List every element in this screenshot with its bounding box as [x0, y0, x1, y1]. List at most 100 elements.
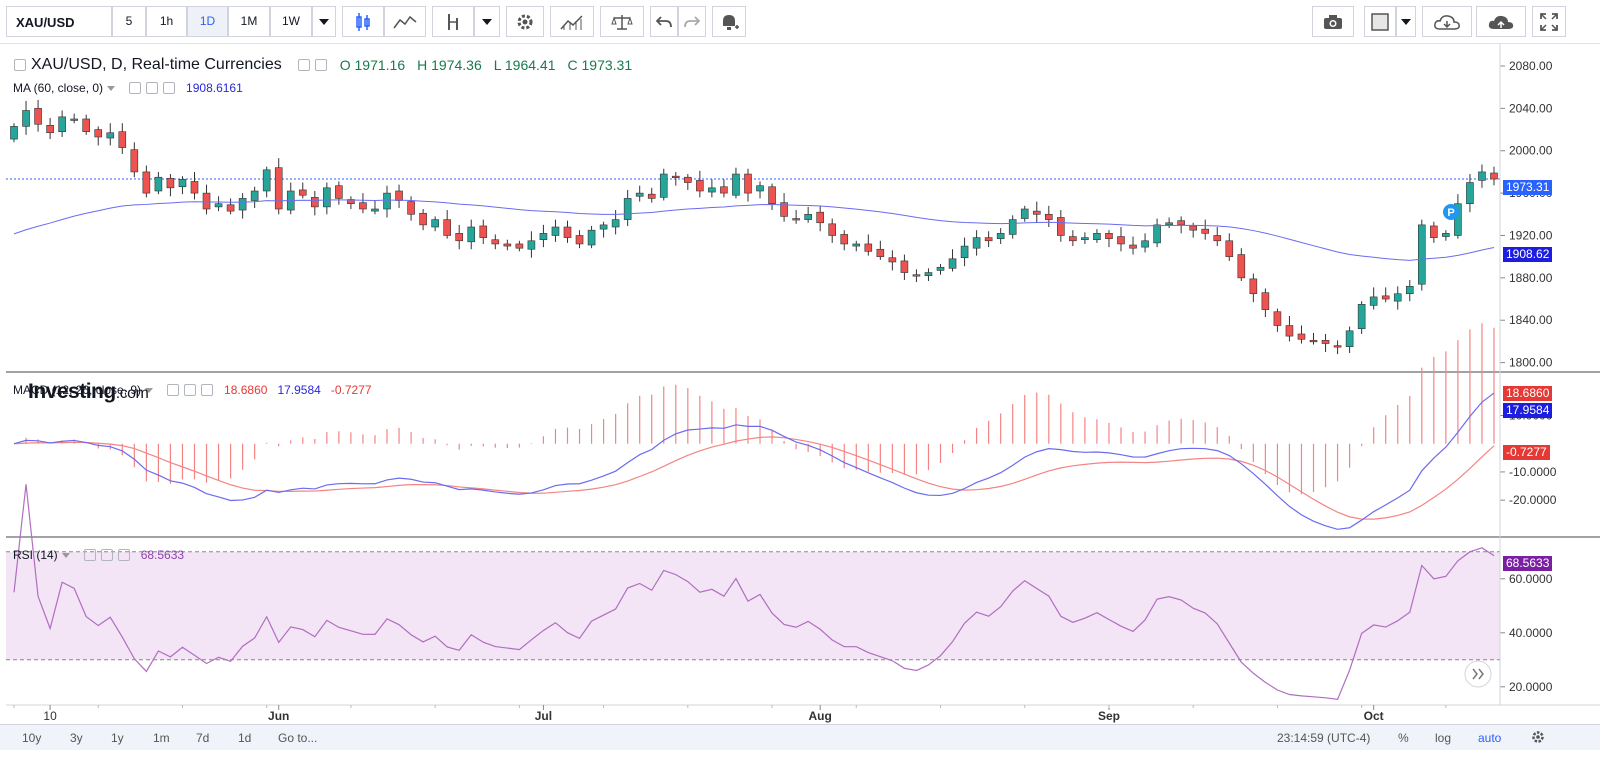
range-1m-button[interactable]: 1m — [153, 731, 170, 745]
ma-legend: MA (60, close, 0) 1908.6161 — [13, 81, 243, 95]
chevron-down-icon — [319, 19, 329, 25]
candle-body — [179, 179, 186, 186]
price-tick-label: 1880.00 — [1509, 271, 1553, 285]
candle-body — [167, 178, 174, 188]
investing-logo: Investing.com — [28, 380, 148, 404]
top-toolbar: XAU/USD 5 1h 1D 1M 1W — [0, 0, 1600, 44]
candle-body — [396, 191, 403, 201]
range-7d-button[interactable]: 7d — [196, 731, 209, 745]
range-1y-button[interactable]: 1y — [111, 731, 124, 745]
percent-toggle[interactable]: % — [1398, 731, 1409, 745]
studies-button[interactable] — [550, 6, 594, 37]
close-icon[interactable] — [163, 82, 175, 94]
eye-icon[interactable] — [129, 82, 141, 94]
bottom-bar: 10y 3y 1y 1m 7d 1d Go to... 23:14:59 (UT… — [0, 724, 1600, 750]
redo-button[interactable] — [678, 6, 706, 37]
eye-icon[interactable] — [84, 549, 96, 561]
time-tick-label: 10 — [43, 709, 57, 723]
camera-button[interactable] — [1312, 6, 1354, 37]
chevron-down-icon[interactable] — [107, 86, 115, 91]
fullscreen-button[interactable] — [1532, 6, 1566, 37]
candle-body — [1009, 220, 1016, 235]
candle-body — [612, 220, 619, 227]
interval-1h-button[interactable]: 1h — [146, 6, 187, 37]
eye-icon[interactable] — [298, 59, 310, 71]
candle-body — [636, 193, 643, 196]
close-icon[interactable] — [118, 549, 130, 561]
settings-small-icon[interactable] — [315, 59, 327, 71]
layout-dropdown-button[interactable] — [1396, 6, 1416, 37]
candle-body — [155, 177, 162, 191]
candle-body — [564, 227, 571, 238]
price-tick-label: 2080.00 — [1509, 59, 1553, 73]
settings-small-icon[interactable] — [101, 549, 113, 561]
interval-1m-button[interactable]: 1M — [228, 6, 270, 37]
balance-button[interactable] — [600, 6, 644, 37]
range-3y-button[interactable]: 3y — [70, 731, 83, 745]
candle-body — [997, 233, 1004, 238]
time-tick-label: Jul — [535, 709, 552, 723]
indicators-icon — [393, 14, 417, 30]
candle-body — [1142, 241, 1149, 247]
candle-body — [119, 132, 126, 148]
interval-5-button[interactable]: 5 — [112, 6, 146, 37]
undo-button[interactable] — [650, 6, 678, 37]
candle-body — [1418, 225, 1425, 284]
macd-line-tag: 17.9584 — [1503, 403, 1552, 418]
chevron-down-icon[interactable] — [62, 553, 70, 558]
settings-icon[interactable] — [1531, 730, 1545, 744]
settings-icon — [515, 12, 535, 32]
candle-body — [492, 240, 499, 244]
candle-body — [1154, 225, 1161, 243]
scroll-to-end-button[interactable] — [1465, 661, 1491, 687]
candle-body — [1069, 237, 1076, 241]
auto-toggle[interactable]: auto — [1478, 731, 1501, 745]
candle-body — [1190, 226, 1197, 230]
cloud-download-button[interactable] — [1422, 6, 1472, 37]
layout-icon — [1371, 13, 1389, 31]
settings-button[interactable] — [506, 6, 544, 37]
collapse-icon[interactable] — [14, 59, 26, 71]
candle-body — [576, 235, 583, 243]
compare-button[interactable] — [432, 6, 474, 37]
close-icon[interactable] — [201, 384, 213, 396]
range-10y-button[interactable]: 10y — [22, 731, 41, 745]
eye-icon[interactable] — [167, 384, 179, 396]
interval-dropdown-button[interactable] — [312, 6, 336, 37]
candle-body — [323, 188, 330, 207]
rsi-legend: RSI (14) 68.5633 — [13, 548, 184, 562]
ohlc-low: L 1964.41 — [494, 57, 556, 73]
candle-body — [1491, 173, 1498, 179]
candle-body — [1117, 237, 1124, 244]
alert-button[interactable] — [712, 6, 746, 37]
candle-body — [1202, 229, 1209, 233]
cloud-upload-button[interactable] — [1476, 6, 1526, 37]
compare-dropdown-button[interactable] — [474, 6, 500, 37]
studies-icon — [560, 13, 584, 31]
goto-button[interactable]: Go to... — [278, 731, 317, 745]
candles-button[interactable] — [342, 6, 384, 37]
macd-signal-tag: -0.7277 — [1503, 445, 1550, 460]
chart-area[interactable]: 1800.001840.001880.001920.001960.002000.… — [6, 44, 1600, 740]
candle-body — [1081, 238, 1088, 240]
candle-body — [961, 246, 968, 258]
log-toggle[interactable]: log — [1435, 731, 1451, 745]
interval-1w-button[interactable]: 1W — [270, 6, 312, 37]
cloud-download-icon — [1433, 13, 1461, 31]
candle-body — [1045, 214, 1052, 219]
candle-body — [432, 220, 439, 227]
candle-body — [1166, 223, 1173, 225]
last-price-tag: 1973.31 — [1503, 180, 1552, 195]
symbol-input[interactable]: XAU/USD — [6, 6, 112, 37]
settings-small-icon[interactable] — [184, 384, 196, 396]
layout-button[interactable] — [1364, 6, 1396, 37]
settings-small-icon[interactable] — [146, 82, 158, 94]
candle-body — [732, 174, 739, 195]
candle-body — [1322, 340, 1329, 343]
rsi-tag: 68.5633 — [1503, 556, 1552, 571]
interval-1d-button[interactable]: 1D — [187, 6, 228, 37]
macd-line-value: 17.9584 — [277, 383, 320, 397]
macd-hist-tag: 18.6860 — [1503, 386, 1552, 401]
range-1d-button[interactable]: 1d — [238, 731, 251, 745]
line-chart-button[interactable] — [384, 6, 426, 37]
